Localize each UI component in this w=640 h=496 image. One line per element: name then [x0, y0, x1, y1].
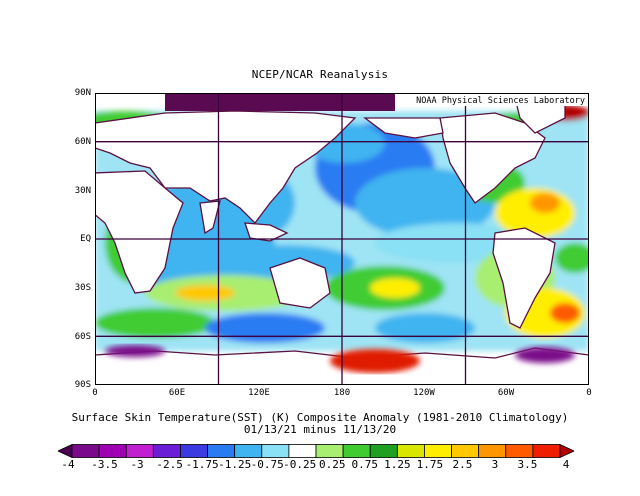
colorbar-swatch: [478, 444, 507, 458]
caption-line-1: Surface Skin Temperature(SST) (K) Compos…: [71, 411, 569, 424]
lon-label-60w: 60W: [497, 388, 515, 398]
credit-box: [395, 94, 588, 106]
colorbar-swatch: [152, 444, 181, 458]
lon-label-0-east: 0: [586, 388, 592, 398]
sst-anomaly-map: NOAA Physical Sciences Laboratory: [95, 93, 589, 385]
lon-label-0-west: 0: [92, 388, 98, 398]
colorbar-swatch: [207, 444, 236, 458]
lat-label-60n: 60N: [74, 137, 91, 147]
colorbar-swatch: [71, 444, 100, 458]
colorbar-left-arrow: [57, 443, 73, 459]
lat-label-30s: 30S: [74, 283, 91, 293]
colorbar-label: -4: [61, 458, 75, 471]
colorbar-label: 3.5: [517, 458, 538, 471]
colorbar-swatch: [261, 444, 290, 458]
colorbar-swatch: [288, 444, 317, 458]
colorbar-label: 4: [562, 458, 570, 471]
colorbar-label: 3: [491, 458, 499, 471]
lat-label-60s: 60S: [74, 332, 91, 342]
colorbar-swatch: [180, 444, 208, 458]
colorbar-swatch: [234, 444, 263, 458]
colorbar-swatch: [396, 444, 425, 458]
colorbar-swatch: [424, 444, 452, 458]
colorbar-label: 1.75: [416, 458, 444, 471]
colorbar-right-arrow: [559, 443, 575, 459]
lon-label-120e: 120E: [248, 388, 270, 398]
colorbar-swatch: [505, 444, 534, 458]
colorbar-label: -3: [130, 458, 144, 471]
colorbar-label: -0.75: [250, 458, 284, 471]
lat-label-90s: 90S: [74, 380, 91, 390]
colorbar-swatch: [125, 444, 154, 458]
credit-text: NOAA Physical Sciences Laboratory: [416, 96, 585, 106]
colorbar-label: 1.25: [384, 458, 411, 471]
lon-label-120w: 120W: [413, 388, 435, 398]
caption-line-2: 01/13/21 minus 11/13/20: [243, 423, 397, 436]
lon-label-180: 180: [333, 388, 351, 398]
lat-label-90n: 90N: [74, 88, 91, 98]
colorbar-swatch: [98, 444, 127, 458]
colorbar-swatch: [342, 444, 371, 458]
colorbar-label: -1.25: [218, 458, 252, 471]
colorbar: [57, 443, 575, 459]
colorbar-label: -0.25: [283, 458, 317, 471]
colorbar-label: -2.5: [156, 458, 183, 471]
colorbar-label: 2.5: [452, 458, 473, 471]
colorbar-swatch: [532, 444, 561, 458]
lat-label-30n: 30N: [74, 186, 91, 196]
colorbar-swatch: [451, 444, 480, 458]
colorbar-swatch: [315, 444, 344, 458]
colorbar-label: 0.75: [351, 458, 379, 471]
lat-label-eq: EQ: [80, 234, 91, 244]
figure-title: NCEP/NCAR Reanalysis: [251, 68, 389, 81]
colorbar-swatch: [369, 444, 398, 458]
graticule: [95, 93, 589, 385]
colorbar-label: -3.5: [91, 458, 118, 471]
arctic-band: [165, 93, 395, 111]
lon-label-60e: 60E: [168, 388, 186, 398]
colorbar-label: -1.75: [185, 458, 219, 471]
colorbar-label: 0.25: [319, 458, 346, 471]
